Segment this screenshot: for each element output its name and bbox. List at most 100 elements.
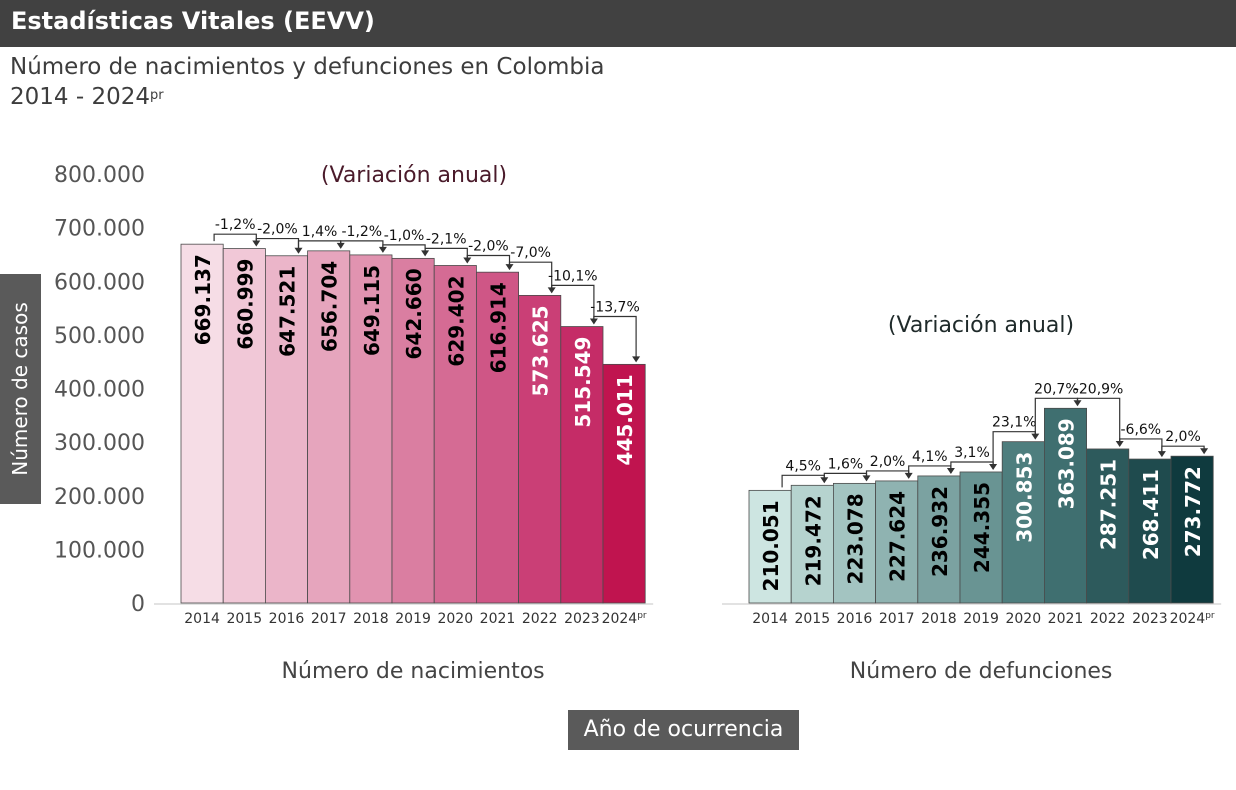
births-value-label: 515.549 [571, 337, 595, 428]
y-tick-label: 800.000 [54, 163, 145, 188]
deaths-variation-arrowhead [1200, 448, 1209, 455]
births-variation-label: 1,4% [302, 224, 338, 240]
deaths-value-label: 223.078 [844, 493, 868, 584]
subtitle-line-2: 2014 - 2024pr [10, 82, 605, 112]
deaths-value-label: 300.853 [1012, 452, 1036, 543]
deaths-variation-label: -6,6% [1120, 422, 1161, 438]
deaths-bar [748, 489, 792, 604]
deaths-variation-bracket [1076, 397, 1121, 442]
births-variation-label: -7,0% [510, 245, 551, 261]
deaths-bar [833, 482, 877, 604]
deaths-bar [1170, 455, 1214, 604]
deaths-category-label: 2024pr [1170, 611, 1215, 627]
chart-subtitle: Número de nacimientos y defunciones en C… [10, 52, 605, 112]
births-value-label: 647.521 [276, 266, 300, 357]
deaths-variation-bracket [950, 461, 994, 473]
category-sup: pr [637, 611, 647, 621]
births-value-label: 642.660 [402, 268, 426, 359]
y-tick-label: 200.000 [54, 485, 145, 510]
deaths-value-label: 227.624 [886, 491, 910, 582]
births-bar [264, 255, 308, 604]
deaths-value-label: 210.051 [759, 500, 783, 591]
y-tick-label: 100.000 [54, 538, 145, 563]
deaths-variation-label: 3,1% [954, 445, 990, 461]
deaths-bar [1128, 458, 1172, 604]
births-chart-title: (Variación anual) [321, 163, 507, 188]
births-value-label: 656.704 [318, 261, 342, 352]
births-value-label: 573.625 [529, 305, 553, 396]
births-bar [391, 257, 435, 604]
births-category-label: 2020 [437, 611, 473, 627]
births-value-label: 629.402 [444, 275, 468, 366]
deaths-bar [959, 471, 1003, 604]
deaths-chart-title: (Variación anual) [888, 313, 1074, 338]
births-variation-bracket [340, 240, 384, 248]
births-variation-bracket [466, 254, 511, 266]
births-variation-bracket [382, 244, 426, 252]
subtitle-years: 2014 - 2024 [10, 84, 150, 110]
births-bar [307, 250, 351, 604]
births-variation-label: -13,7% [590, 300, 640, 316]
x-axis-label: Año de ocurrencia [568, 710, 799, 750]
births-value-label: 649.115 [360, 265, 384, 356]
deaths-variation-label: 2,0% [870, 454, 906, 470]
deaths-variation-bracket [865, 470, 910, 481]
deaths-variation-bracket [1161, 445, 1205, 457]
births-variation-bracket [508, 261, 553, 289]
page-title: Estadísticas Vitales (EEVV) [11, 7, 375, 35]
deaths-variation-label: 2,0% [1165, 429, 1201, 445]
births-value-label: 669.137 [191, 254, 215, 345]
deaths-value-label: 287.251 [1097, 459, 1121, 550]
y-axis-label-box [0, 274, 41, 504]
deaths-category-label: 2018 [921, 611, 957, 627]
births-category-label: 2021 [480, 611, 516, 627]
deaths-bar [790, 484, 834, 604]
births-variation-label: -2,0% [257, 222, 298, 238]
y-tick-label: 400.000 [54, 378, 145, 403]
subtitle-sup: pr [150, 88, 164, 103]
births-bar [602, 363, 646, 604]
births-variation-bracket [593, 315, 637, 358]
deaths-variation-label: -20,9% [1074, 381, 1124, 397]
births-bar [560, 326, 604, 604]
births-category-label: 2023 [564, 611, 600, 627]
deaths-variation-bracket [823, 472, 868, 483]
y-tick-label: 0 [131, 592, 145, 617]
deaths-category-label: 2019 [963, 611, 999, 627]
births-x-label: Número de nacimientos [282, 659, 545, 684]
deaths-variation-label: 20,7% [1034, 381, 1078, 397]
deaths-value-label: 273.772 [1181, 466, 1205, 557]
births-bar [518, 294, 562, 604]
births-category-label: 2017 [311, 611, 347, 627]
deaths-category-label: 2021 [1048, 611, 1084, 627]
subtitle-line-1: Número de nacimientos y defunciones en C… [10, 54, 605, 80]
deaths-category-label: 2014 [752, 611, 788, 627]
y-tick-label: 700.000 [54, 217, 145, 242]
births-variation-label: -2,1% [426, 231, 467, 247]
y-tick-label: 600.000 [54, 270, 145, 295]
births-variation-label: -1,2% [215, 217, 256, 233]
deaths-category-label: 2020 [1005, 611, 1041, 627]
deaths-value-label: 363.089 [1055, 418, 1079, 509]
births-category-label: 2016 [269, 611, 305, 627]
deaths-value-label: 236.932 [928, 486, 952, 577]
deaths-variation-label: 4,5% [785, 458, 821, 474]
births-variation-bracket [551, 284, 595, 320]
y-tick-label: 500.000 [54, 324, 145, 349]
deaths-bar [875, 480, 919, 604]
deaths-variation-bracket [1119, 438, 1163, 453]
deaths-value-label: 268.411 [1139, 469, 1163, 560]
deaths-category-label: 2016 [837, 611, 873, 627]
births-bar [433, 265, 477, 604]
deaths-category-label: 2023 [1132, 611, 1168, 627]
births-value-label: 660.999 [233, 259, 257, 350]
births-value-label: 445.011 [613, 374, 637, 465]
births-variation-label: -1,0% [384, 228, 425, 244]
deaths-value-label: 244.355 [970, 482, 994, 573]
births-category-label: 2018 [353, 611, 389, 627]
births-category-label: 2019 [395, 611, 431, 627]
deaths-category-label: 2015 [794, 611, 830, 627]
deaths-bar [1001, 441, 1045, 604]
deaths-value-label: 219.472 [801, 495, 825, 586]
